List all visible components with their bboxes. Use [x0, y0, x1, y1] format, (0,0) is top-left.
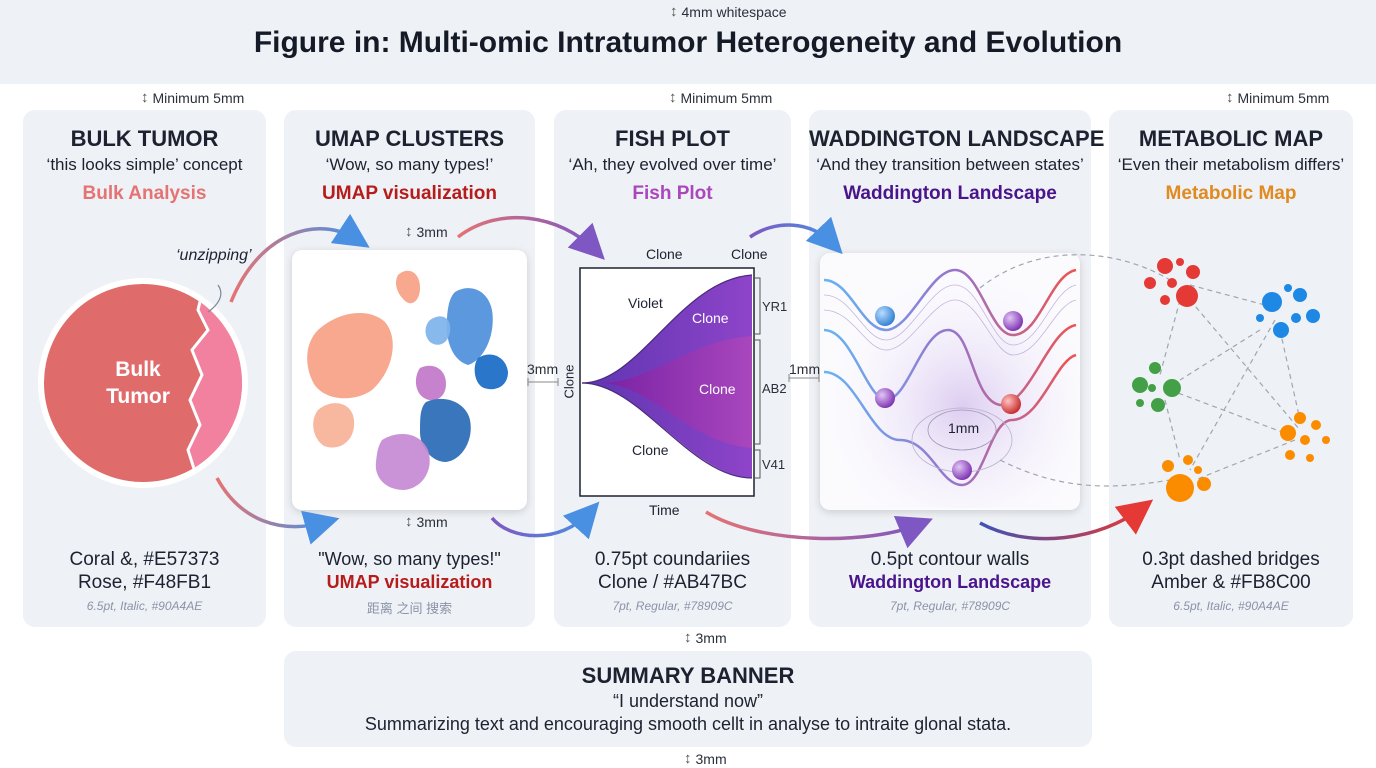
arrow-waddington-to-metabolic [979, 499, 1154, 541]
metabolic-title: METABOLIC MAP [1138, 126, 1324, 151]
bulk-tumor-circle [38, 278, 248, 488]
bulk-footer-3: 6.5pt, Italic, #90A4AE [86, 599, 203, 613]
fish-footer-2: Clone / #AB47BC [598, 572, 747, 593]
umap-footer-1: "Wow, so many types!" [318, 549, 501, 569]
waddington-footer-3: 7pt, Regular, #78909C [889, 599, 1011, 613]
fish-x-axis-label: Time [649, 502, 680, 518]
arrow-bulk-to-umap-bottom [215, 477, 340, 545]
bulk-footer-1: Coral &, #E57373 [69, 549, 220, 570]
fish-title: FISH PLOT [615, 126, 730, 151]
min-spacing-center: ↕ Minimum 5mm [669, 89, 773, 106]
fish-dim-left: 3mm [527, 361, 559, 377]
header-band [0, 0, 1376, 84]
summary-quote: “I understand now” [612, 691, 764, 711]
umap-title: UMAP CLUSTERS [314, 126, 505, 151]
figure-title: Figure in: Multi-omic Intratumor Heterog… [253, 26, 1123, 59]
waddington-landscape [822, 255, 1078, 508]
summary-dim-bottom: ↕ 3mm [684, 750, 727, 767]
bulk-footer-2: Rose, #F48FB1 [77, 572, 212, 593]
arrow-bulk-to-umap-top [229, 213, 370, 303]
bulk-circle-label-2: Tumor [106, 385, 170, 408]
fish-name: Fish Plot [632, 183, 713, 204]
fish-label-violet: Violet [628, 295, 663, 311]
dimension-markers [527, 374, 820, 386]
waddington-name: Waddington Landscape [843, 183, 1057, 204]
metabolic-name: Metabolic Map [1165, 183, 1297, 204]
bulk-title: BULK TUMOR [70, 126, 219, 151]
umap-footer-2: UMAP visualization [326, 572, 493, 592]
metabolic-footer-3: 6.5pt, Italic, #90A4AE [1173, 599, 1289, 613]
umap-name: UMAP visualization [322, 183, 497, 204]
metabolic-quote: ‘Even their metabolism differs’ [1117, 155, 1345, 174]
waddington-title: WADDINGTON LANDSCAPE [809, 126, 1105, 151]
summary-banner [284, 651, 1092, 747]
arrow-umap-to-fish-bottom [490, 501, 600, 540]
top-whitespace-dimension: ↕ 4mm whitespace [670, 3, 787, 20]
fish-bracket-2: AB2 [762, 381, 787, 396]
unzipping-pointer [207, 284, 222, 313]
arrow-fish-to-waddington-top [749, 216, 843, 255]
fish-bracket-1: YR1 [762, 299, 788, 314]
fish-footer-3: 7pt, Regular, #78909C [612, 599, 733, 613]
fish-y-axis-label: Clone [561, 364, 577, 399]
umap-scatter [307, 270, 508, 490]
metabolic-footer-2: Amber & #FB8C00 [1151, 572, 1311, 593]
bulk-name: Bulk Analysis [82, 183, 207, 204]
arrow-fish-to-waddington-bottom [705, 510, 933, 549]
waddington-footer-1: 0.5pt contour walls [870, 549, 1030, 570]
fish-plot [579, 267, 761, 497]
min-spacing-left: ↕ Minimum 5mm [141, 89, 245, 106]
fish-quote: ‘Ah, they evolved over time’ [568, 155, 777, 174]
summary-title: SUMMARY BANNER [581, 663, 795, 688]
waddington-dim-left: 1mm [789, 361, 821, 377]
umap-dim-top: ↕ 3mm [405, 223, 448, 240]
bulk-circle-label-1: Bulk [115, 358, 161, 381]
summary-text: Summarizing text and encouraging smooth … [364, 714, 1012, 734]
unzipping-annotation: ‘unzipping’ [176, 247, 252, 264]
waddington-dim-inner: 1mm [948, 420, 980, 436]
summary-dim-top: ↕ 3mm [684, 629, 727, 646]
metabolic-footer-1: 0.3pt dashed bridges [1142, 549, 1320, 570]
fish-clone-top-2: Clone [731, 246, 768, 262]
fish-label-clone-c: Clone [632, 442, 669, 458]
umap-footer-3: 距离 之间 搜索 [366, 601, 453, 616]
bulk-quote: ‘this looks simple’ concept [46, 155, 243, 174]
metabolic-network [979, 254, 1330, 502]
min-spacing-right: ↕ Minimum 5mm [1226, 89, 1330, 106]
umap-quote: ‘Wow, so many types!’ [325, 155, 494, 174]
fish-clone-top-1: Clone [646, 246, 683, 262]
fish-footer-1: 0.75pt coundariies [594, 549, 751, 570]
arrow-umap-to-fish-top [456, 215, 605, 260]
fish-label-clone-b: Clone [699, 381, 736, 397]
fish-bracket-3: V41 [762, 457, 786, 472]
waddington-footer-2: Waddington Landscape [848, 572, 1052, 592]
waddington-quote: ‘And they transition between states’ [816, 155, 1084, 174]
fish-label-clone-a: Clone [692, 310, 729, 326]
umap-dim-bottom: ↕ 3mm [405, 513, 448, 530]
